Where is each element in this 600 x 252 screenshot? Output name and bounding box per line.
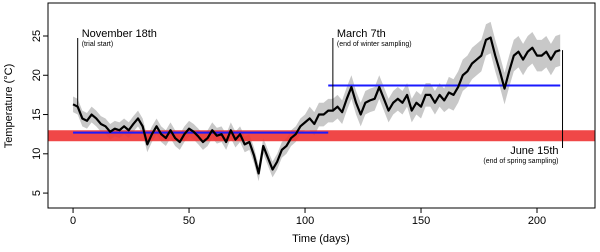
- annotation-subtitle: (end of winter sampling): [337, 41, 412, 48]
- reference-band: [48, 130, 595, 142]
- x-tick-label: 0: [70, 215, 76, 227]
- temperature-line: [72, 36, 561, 175]
- annotation-title: November 18th: [82, 28, 157, 40]
- annotation-subtitle: (trial start): [82, 41, 114, 48]
- annotation-subtitle: (end of spring sampling): [483, 158, 558, 165]
- annotation-title: June 15th: [510, 145, 558, 157]
- y-tick-label: 5: [31, 190, 43, 196]
- y-axis-label: Temperature (°C): [3, 64, 15, 148]
- y-tick-label: 20: [31, 69, 43, 81]
- annotation-title: March 7th: [337, 28, 386, 40]
- x-tick-label: 50: [183, 215, 195, 227]
- x-axis-label: Time (days): [292, 233, 350, 245]
- x-tick-label: 200: [528, 215, 546, 227]
- y-tick-label: 15: [31, 108, 43, 120]
- x-tick-label: 100: [296, 215, 314, 227]
- y-tick-label: 25: [31, 30, 43, 42]
- y-tick-label: 10: [31, 148, 43, 160]
- x-tick-label: 150: [412, 215, 430, 227]
